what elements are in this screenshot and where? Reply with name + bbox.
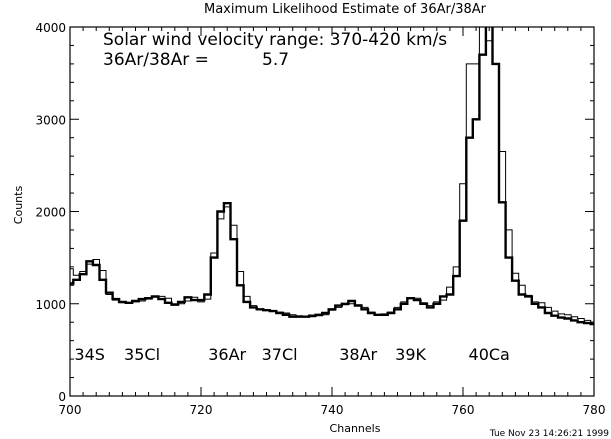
velocity-annotation: Solar wind velocity range: 370-420 km/s (103, 30, 447, 50)
ratio-annotation-label: 36Ar/38Ar = (103, 50, 209, 70)
peak-label: 37Cl (262, 345, 298, 364)
x-tick-label: 780 (583, 403, 606, 417)
y-tick-label: 4000 (35, 21, 66, 35)
x-tick-label: 740 (321, 403, 344, 417)
x-tick-label: 720 (190, 403, 213, 417)
x-axis-title: Channels (330, 422, 381, 435)
plot-frame (69, 26, 595, 397)
y-tick-label: 0 (58, 390, 66, 404)
peak-label: 39K (395, 345, 426, 364)
y-tick-label: 2000 (35, 206, 66, 220)
peak-label: 34S (74, 345, 105, 364)
y-tick-label: 3000 (35, 113, 66, 127)
peak-label: 36Ar (208, 345, 246, 364)
ratio-annotation-value: 5.7 (262, 50, 289, 70)
x-tick-label: 760 (452, 403, 475, 417)
chart-title: Maximum Likelihood Estimate of 36Ar/38Ar (204, 2, 487, 17)
peak-label: 38Ar (339, 345, 377, 364)
timestamp: Tue Nov 23 14:26:21 1999 (489, 429, 609, 439)
peak-label: 40Ca (469, 345, 510, 364)
peak-label: 35Cl (124, 345, 160, 364)
x-tick-label: 700 (59, 403, 82, 417)
y-axis-title: Counts (12, 186, 25, 225)
series-thin-line (70, 27, 594, 323)
y-tick-label: 1000 (35, 298, 66, 312)
